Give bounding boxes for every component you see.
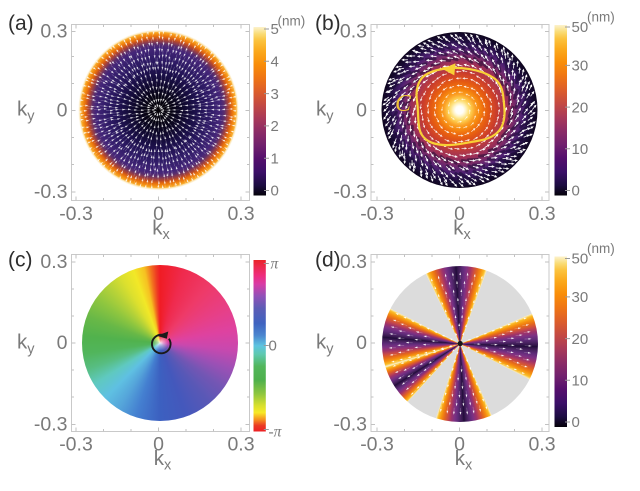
svg-text:kx: kx — [154, 447, 172, 474]
svg-text:0: 0 — [572, 414, 580, 431]
svg-text:0: 0 — [57, 99, 68, 121]
svg-text:5: 5 — [271, 21, 279, 38]
svg-text:0: 0 — [572, 183, 580, 200]
svg-text:(d): (d) — [315, 249, 341, 272]
svg-text:10: 10 — [572, 373, 589, 390]
svg-text:0: 0 — [454, 203, 465, 225]
svg-text:(a): (a) — [8, 12, 34, 35]
svg-text:(nm): (nm) — [587, 241, 615, 256]
svg-text:1: 1 — [271, 150, 279, 167]
svg-text:kx: kx — [455, 447, 473, 474]
svg-text:0: 0 — [269, 338, 277, 355]
svg-text:ky: ky — [17, 331, 35, 358]
svg-text:0.3: 0.3 — [528, 203, 555, 225]
svg-text:-0.3: -0.3 — [360, 203, 394, 225]
svg-text:20: 20 — [572, 99, 589, 116]
svg-text:-0.3: -0.3 — [34, 181, 68, 203]
svg-text:0.3: 0.3 — [40, 251, 67, 273]
svg-text:-0.3: -0.3 — [59, 434, 93, 456]
svg-text:-π: -π — [269, 424, 283, 441]
svg-text:0.3: 0.3 — [227, 203, 254, 225]
svg-text:0: 0 — [57, 332, 68, 354]
svg-text:10: 10 — [572, 141, 589, 158]
svg-text:30: 30 — [572, 289, 589, 306]
svg-text:0: 0 — [356, 99, 367, 121]
svg-text:ky: ky — [316, 331, 334, 358]
svg-text:kx: kx — [453, 217, 471, 244]
svg-text:20: 20 — [572, 331, 589, 348]
svg-text:-0.3: -0.3 — [360, 434, 394, 456]
svg-text:ky: ky — [316, 98, 334, 125]
svg-text:(b): (b) — [315, 12, 341, 35]
svg-text:π: π — [271, 256, 280, 273]
svg-text:0.3: 0.3 — [40, 20, 67, 42]
svg-text:3: 3 — [271, 86, 279, 103]
svg-text:0: 0 — [454, 434, 465, 456]
svg-text:-0.3: -0.3 — [59, 203, 93, 225]
svg-text:ky: ky — [17, 98, 35, 125]
svg-text:0.3: 0.3 — [227, 434, 254, 456]
svg-text:C: C — [395, 91, 412, 117]
svg-text:0: 0 — [271, 183, 279, 200]
svg-text:2: 2 — [271, 118, 279, 135]
svg-text:-0.3: -0.3 — [333, 413, 367, 435]
svg-text:0.3: 0.3 — [528, 434, 555, 456]
svg-text:-0.3: -0.3 — [34, 413, 68, 435]
svg-text:0.3: 0.3 — [340, 251, 367, 273]
svg-text:0: 0 — [356, 332, 367, 354]
svg-text:30: 30 — [572, 58, 589, 75]
svg-text:0: 0 — [153, 203, 164, 225]
svg-text:0.3: 0.3 — [340, 20, 367, 42]
svg-text:(c): (c) — [8, 249, 33, 272]
svg-text:kx: kx — [152, 217, 170, 244]
svg-text:-0.3: -0.3 — [333, 181, 367, 203]
svg-text:(nm): (nm) — [278, 14, 306, 29]
svg-text:4: 4 — [271, 54, 279, 71]
svg-text:0: 0 — [153, 434, 164, 456]
svg-text:(nm): (nm) — [587, 10, 615, 25]
svg-text:50: 50 — [572, 19, 589, 36]
svg-text:50: 50 — [572, 251, 589, 268]
